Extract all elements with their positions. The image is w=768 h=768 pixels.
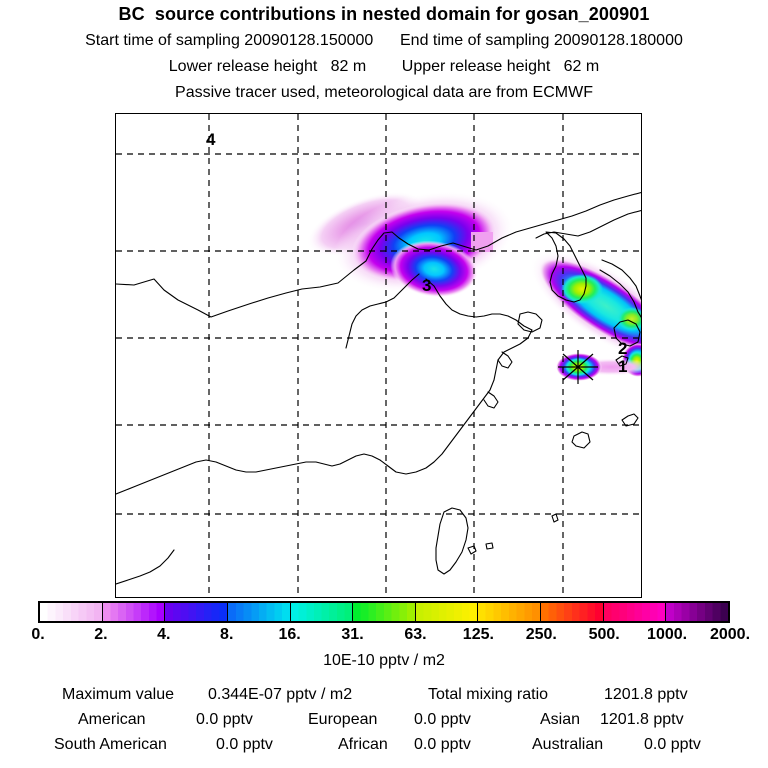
plume-eastern-bright-east bbox=[617, 307, 641, 331]
coastline-ryukyu-2 bbox=[621, 413, 639, 427]
colorbar-tick-9: 500. bbox=[588, 626, 620, 643]
coastline-south-fragment bbox=[116, 549, 175, 585]
colorbar-tick-1: 2. bbox=[94, 626, 108, 643]
region-label-south-american: South American bbox=[54, 736, 167, 753]
coastline-ryukyu-7 bbox=[615, 355, 629, 367]
colorbar-segment-10 bbox=[666, 603, 729, 621]
colorbar-tick-6: 63. bbox=[404, 626, 427, 643]
colorbar-segment-4 bbox=[290, 603, 354, 621]
colorbar-segment-2 bbox=[165, 603, 228, 621]
map-label-2: 2 bbox=[618, 339, 628, 358]
region-label-asian: Asian bbox=[540, 711, 581, 728]
coastline-shandong bbox=[517, 311, 543, 333]
region-label-american: American bbox=[78, 711, 146, 728]
plume-pink-patch bbox=[471, 232, 493, 252]
map-frame bbox=[115, 113, 642, 598]
colorbar-segment-0 bbox=[40, 603, 103, 621]
colorbar-tick-8: 250. bbox=[525, 626, 557, 643]
region-value-asian: 1201.8 pptv bbox=[600, 711, 684, 728]
map-plot bbox=[116, 114, 641, 597]
region-value-african: 0.0 pptv bbox=[414, 736, 471, 753]
summary-footer: Maximum value 0.344E-07 pptv / m2 Total … bbox=[0, 686, 768, 761]
tracer-info-line: Passive tracer used, meteorological data… bbox=[175, 84, 593, 101]
region-label-australian: Australian bbox=[532, 736, 604, 753]
star-marker bbox=[558, 350, 598, 384]
coastline-northeast-border bbox=[535, 209, 641, 239]
colorbar-tick-10: 1000. bbox=[647, 626, 688, 643]
total-mixing-ratio-value: 1201.8 pptv bbox=[604, 686, 688, 703]
coastline-japan-honshu bbox=[601, 259, 641, 301]
colorbar-tick-11: 2000. bbox=[709, 626, 751, 643]
coastline-ryukyu-3 bbox=[571, 431, 591, 449]
colorbar-ticks: 0. 2. 4. 8. 16. 31. 63. 125. 250. 500. 1000. 2000. bbox=[0, 626, 768, 646]
footer-row-totals: Maximum value 0.344E-07 pptv / m2 Total … bbox=[0, 686, 768, 711]
colorbar-unit-label: 10E-10 pptv / m2 bbox=[323, 652, 445, 669]
coastline-japan-honshu-south bbox=[599, 269, 641, 318]
footer-row-regions-2: South American 0.0 pptv African 0.0 pptv… bbox=[0, 736, 768, 761]
coastline-ryukyu-6 bbox=[485, 542, 494, 550]
total-mixing-ratio-label: Total mixing ratio bbox=[428, 686, 549, 703]
region-value-south-american: 0.0 pptv bbox=[216, 736, 273, 753]
coastline-inlet-b bbox=[483, 391, 499, 409]
coastline-korea bbox=[545, 231, 587, 303]
sampling-times-line: Start time of sampling 20090128.150000 E… bbox=[85, 32, 683, 49]
colorbar-segment-8 bbox=[541, 603, 604, 621]
coastline-ryukyu-4 bbox=[551, 513, 559, 523]
max-value-label: Maximum value bbox=[62, 686, 175, 703]
map-panel: 4 3 2 1 bbox=[115, 113, 642, 598]
region-label-african: African bbox=[338, 736, 388, 753]
plume-northern-lobe bbox=[390, 240, 478, 298]
coastline-southwest-border bbox=[345, 273, 420, 349]
coastline-layer bbox=[116, 191, 641, 585]
colorbar-tick-2: 4. bbox=[157, 626, 171, 643]
colorbar-tick-5: 31. bbox=[341, 626, 364, 643]
map-label-4: 4 bbox=[206, 130, 216, 149]
release-heights-line: Lower release height 82 m Upper release … bbox=[168, 58, 600, 75]
region-value-european: 0.0 pptv bbox=[414, 711, 471, 728]
colorbar-segment-5 bbox=[353, 603, 416, 621]
colorbar bbox=[38, 601, 730, 623]
colorbar-segment-7 bbox=[478, 603, 542, 621]
colorbar-segment-3 bbox=[227, 603, 291, 621]
plume-eastern-bright-west bbox=[561, 274, 603, 304]
coastline-inlet-a bbox=[497, 351, 513, 369]
colorbar-segment-6 bbox=[415, 603, 479, 621]
page-title: BC source contributions in nested domain… bbox=[118, 4, 650, 24]
plume-layer bbox=[307, 191, 641, 381]
map-label-3: 3 bbox=[422, 276, 432, 295]
graticule bbox=[116, 114, 641, 597]
footer-row-regions-1: American 0.0 pptv European 0.0 pptv Asia… bbox=[0, 711, 768, 736]
colorbar-segment-9 bbox=[603, 603, 667, 621]
max-value: 0.344E-07 pptv / m2 bbox=[208, 686, 353, 703]
colorbar-tick-7: 125. bbox=[462, 626, 494, 643]
region-label-european: European bbox=[308, 711, 378, 728]
map-label-1: 1 bbox=[618, 357, 628, 376]
coastline-northern-border bbox=[116, 191, 641, 318]
region-value-american: 0.0 pptv bbox=[196, 711, 253, 728]
colorbar-segment-1 bbox=[102, 603, 166, 621]
coastline-ryukyu-5 bbox=[467, 545, 477, 555]
region-value-australian: 0.0 pptv bbox=[644, 736, 701, 753]
colorbar-tick-4: 16. bbox=[278, 626, 301, 643]
colorbar-tick-3: 8. bbox=[220, 626, 234, 643]
colorbar-tick-0: 0. bbox=[31, 626, 45, 643]
coastline-taiwan bbox=[435, 507, 469, 575]
coastline-china-east bbox=[116, 329, 533, 495]
coastline-japan-kyushu bbox=[613, 319, 641, 347]
coastline-china-inner-border bbox=[425, 278, 533, 331]
